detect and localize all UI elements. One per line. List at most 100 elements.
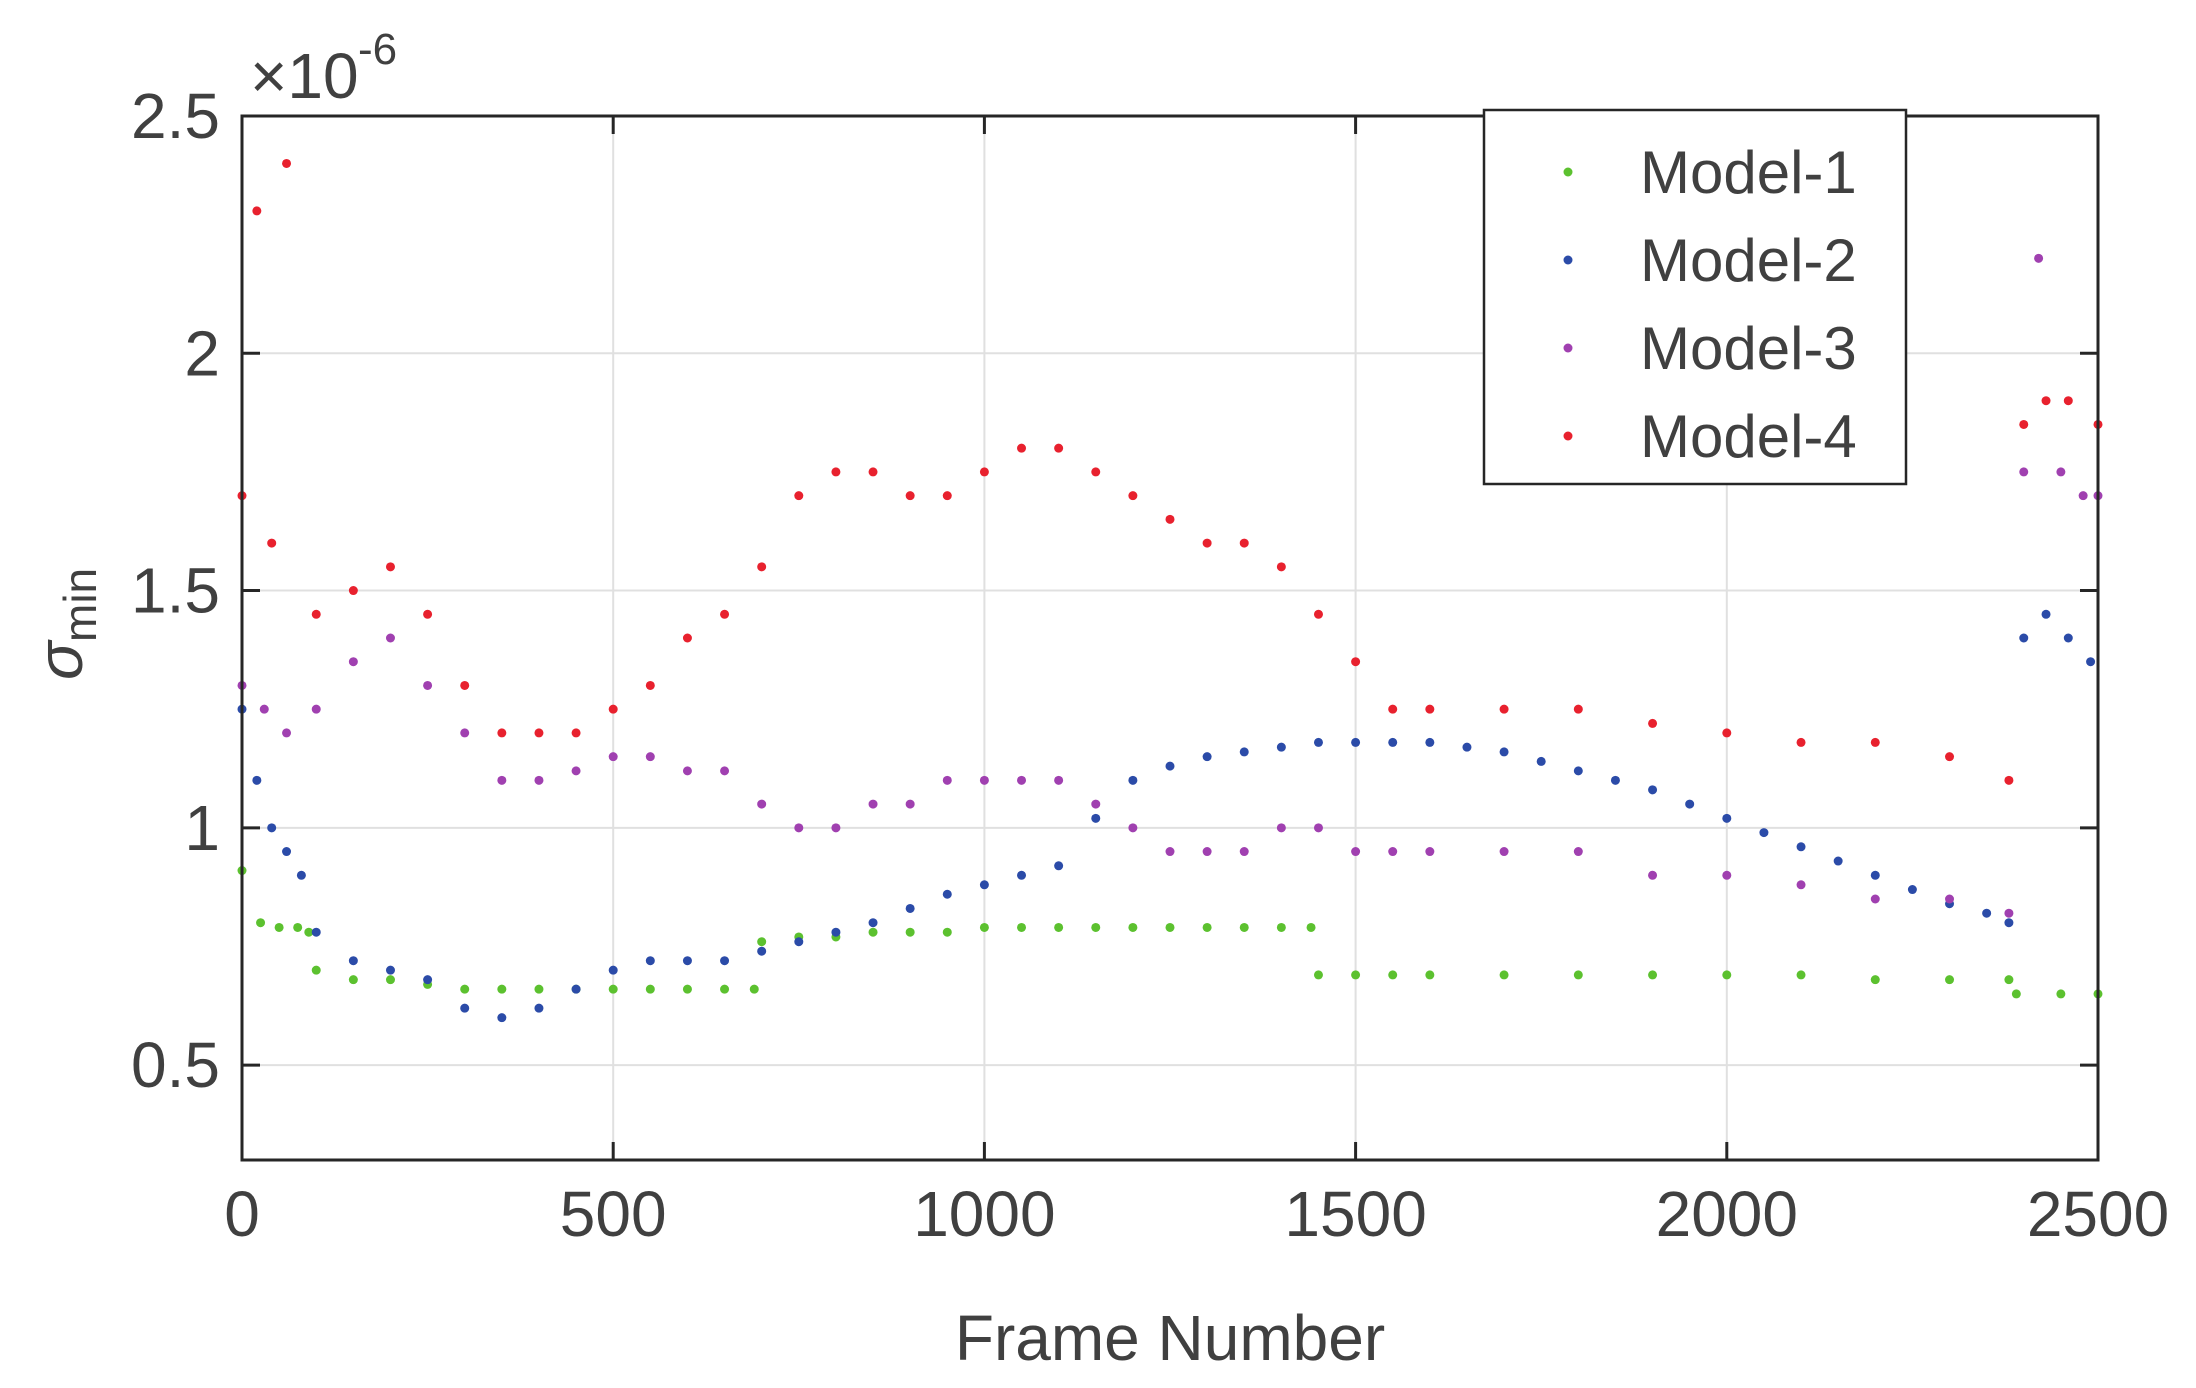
data-point xyxy=(2041,609,2051,619)
data-point xyxy=(1536,756,1546,766)
data-point xyxy=(497,775,507,785)
legend-box xyxy=(1482,108,1908,486)
legend-marker xyxy=(1563,255,1573,265)
data-point xyxy=(256,918,266,928)
data-point xyxy=(348,956,358,966)
data-point xyxy=(1648,870,1658,880)
data-point xyxy=(2004,975,2014,985)
data-point xyxy=(1128,491,1138,501)
data-point xyxy=(1685,799,1695,809)
data-point xyxy=(1276,823,1286,833)
data-point xyxy=(720,984,730,994)
data-point xyxy=(720,956,730,966)
data-point xyxy=(1388,847,1398,857)
data-point xyxy=(1833,856,1843,866)
legend-marker xyxy=(1563,167,1573,177)
data-point xyxy=(534,775,544,785)
data-point xyxy=(1306,922,1316,932)
data-point xyxy=(1017,775,1027,785)
data-point xyxy=(942,491,952,501)
data-point xyxy=(1313,823,1323,833)
data-point xyxy=(252,206,262,216)
data-point xyxy=(1907,885,1917,895)
series-model-2 xyxy=(237,609,2096,1023)
data-point xyxy=(534,984,544,994)
data-point xyxy=(267,823,277,833)
data-point xyxy=(1796,737,1806,747)
data-point xyxy=(311,927,321,937)
data-point xyxy=(534,728,544,738)
data-point xyxy=(1017,443,1027,453)
data-point xyxy=(282,847,292,857)
data-point xyxy=(1165,514,1175,524)
data-point xyxy=(497,984,507,994)
data-point xyxy=(1017,922,1027,932)
legend-marker xyxy=(1563,343,1573,353)
data-point xyxy=(1351,657,1361,667)
data-point xyxy=(905,903,915,913)
data-point xyxy=(831,823,841,833)
data-point xyxy=(942,775,952,785)
data-point xyxy=(2056,989,2066,999)
data-point xyxy=(979,880,989,890)
data-point xyxy=(348,586,358,596)
data-point xyxy=(1351,737,1361,747)
data-point xyxy=(1239,538,1249,548)
data-point xyxy=(1648,718,1658,728)
data-point xyxy=(2004,775,2014,785)
data-point xyxy=(2019,467,2029,477)
data-point xyxy=(1425,704,1435,714)
data-point xyxy=(460,728,470,738)
data-point xyxy=(1945,752,1955,762)
data-point xyxy=(868,918,878,928)
data-point xyxy=(868,799,878,809)
data-point xyxy=(1499,704,1509,714)
data-point xyxy=(571,984,581,994)
data-point xyxy=(460,1003,470,1013)
data-point xyxy=(1610,775,1620,785)
data-point xyxy=(1796,880,1806,890)
data-point xyxy=(749,984,759,994)
data-point xyxy=(1128,922,1138,932)
data-point xyxy=(2041,396,2051,406)
series-model-3 xyxy=(237,253,2103,918)
legend-label: Model-3 xyxy=(1640,315,1857,382)
data-point xyxy=(311,965,321,975)
data-point xyxy=(682,766,692,776)
data-point xyxy=(1054,922,1064,932)
data-point xyxy=(2004,908,2014,918)
data-point xyxy=(1945,975,1955,985)
data-point xyxy=(905,491,915,501)
data-point xyxy=(2063,396,2073,406)
data-point xyxy=(1276,742,1286,752)
data-point xyxy=(2019,633,2029,643)
data-point xyxy=(831,467,841,477)
data-point xyxy=(1388,704,1398,714)
data-point xyxy=(1054,861,1064,871)
data-point xyxy=(1091,922,1101,932)
data-point xyxy=(1425,737,1435,747)
y-axis-label-subscript: min xyxy=(54,568,106,642)
data-point xyxy=(274,922,284,932)
data-point xyxy=(757,946,767,956)
data-point xyxy=(794,823,804,833)
data-point xyxy=(1499,970,1509,980)
x-tick-label: 2000 xyxy=(1656,1178,1798,1250)
y-tick-label: 2.5 xyxy=(131,80,220,152)
data-point xyxy=(2063,633,2073,643)
data-points xyxy=(237,158,2103,1023)
ticks: 0 500 1000 1500 2000 2500 0.5 1 1.5 2 2.5 xyxy=(131,80,2169,1250)
data-point xyxy=(1870,894,1880,904)
data-point xyxy=(497,728,507,738)
data-point xyxy=(348,657,358,667)
data-point xyxy=(1202,847,1212,857)
data-point xyxy=(1870,870,1880,880)
data-point xyxy=(1313,737,1323,747)
data-point xyxy=(1722,870,1732,880)
legend-label: Model-1 xyxy=(1640,139,1857,206)
data-point xyxy=(1128,775,1138,785)
data-point xyxy=(868,927,878,937)
data-point xyxy=(571,766,581,776)
data-point xyxy=(1313,970,1323,980)
series-model-4 xyxy=(237,158,2103,785)
